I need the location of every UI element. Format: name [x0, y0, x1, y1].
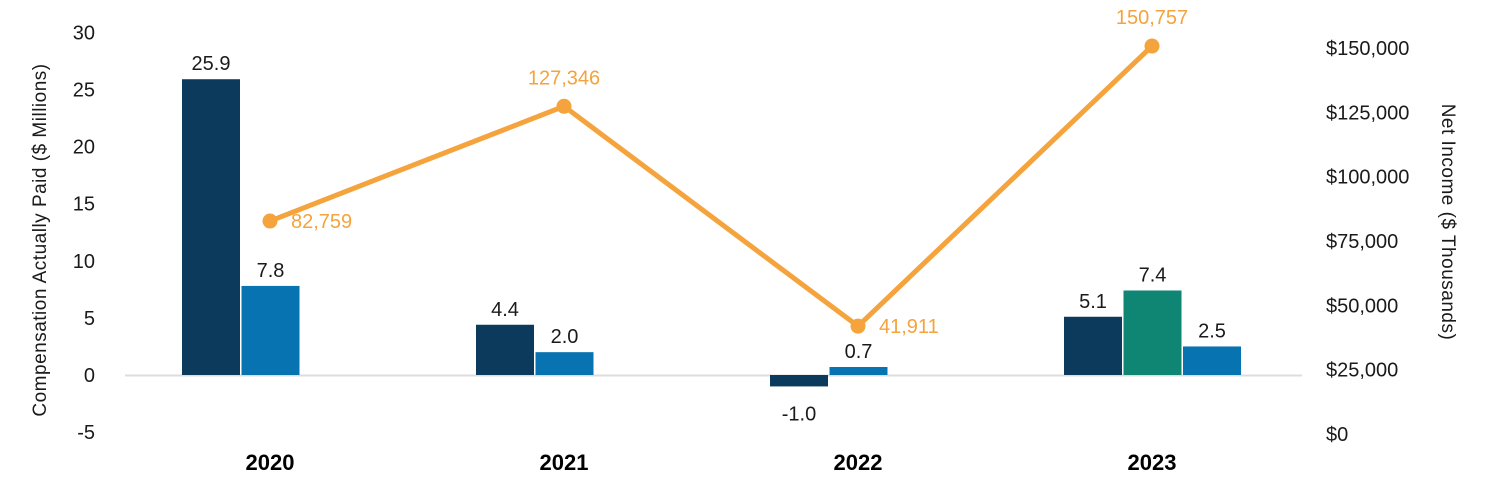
left-axis-tick: -5: [77, 422, 95, 444]
left-axis-tick: 30: [73, 22, 95, 44]
bar-value-label: 4.4: [491, 299, 519, 321]
net-income-point-2023: [1144, 38, 1160, 54]
bar-value-label: 5.1: [1079, 291, 1107, 313]
bar-cap-bar-navy-2020: [182, 79, 240, 376]
right-axis-tick: $25,000: [1326, 360, 1398, 382]
left-axis-tick: 10: [73, 251, 95, 273]
right-axis-tick: $0: [1326, 424, 1348, 446]
net-income-point-2021: [556, 98, 572, 114]
bar-cap-bar-blue-2020: [241, 285, 300, 375]
left-axis-title: Compensation Actually Paid ($ Millions): [30, 63, 51, 416]
bar-cap-bar-blue-2021: [535, 352, 594, 375]
bar-cap-bar-blue-2022: [829, 367, 888, 375]
right-axis-tick: $75,000: [1326, 231, 1398, 253]
left-axis-tick: 15: [73, 194, 95, 216]
category-label-2020: 2020: [246, 450, 295, 475]
left-axis-tick: 5: [84, 308, 95, 330]
net-income-point-2022: [850, 318, 866, 334]
left-axis-tick: 25: [73, 80, 95, 102]
net-income-value-label: 41,911: [879, 316, 939, 338]
net-income-value-label: 82,759: [291, 211, 352, 233]
right-axis-tick: $150,000: [1326, 38, 1409, 60]
category-label-2023: 2023: [1128, 450, 1177, 475]
category-label-2022: 2022: [834, 450, 883, 475]
net-income-value-label: 150,757: [1116, 7, 1188, 29]
plot-area: 30 25 20 15 10 5 0 -5 $150,000 $125,000 $100,000 $7…: [73, 7, 1410, 475]
bar-value-label: 0.7: [845, 341, 873, 363]
bar-cap-bar-blue-2023: [1183, 346, 1241, 375]
right-axis-tick: $50,000: [1326, 295, 1398, 317]
category-label-2021: 2021: [540, 450, 589, 475]
bar-value-label: 2.5: [1198, 320, 1226, 342]
right-axis-tick: $125,000: [1326, 102, 1409, 124]
net-income-point-2020: [262, 213, 278, 229]
left-axis-tick: 20: [73, 137, 95, 159]
net-income-value-label: 127,346: [528, 67, 600, 89]
bar-value-label: -1.0: [782, 403, 816, 425]
right-axis-title: Net Income ($ Thousands): [1437, 104, 1458, 341]
left-axis-tick: 0: [84, 365, 95, 387]
bar-value-label: 25.9: [192, 53, 231, 75]
bar-value-label: 7.4: [1139, 264, 1167, 286]
net-income-line: [267, 43, 1155, 329]
bar-cap-bar-navy-2022: [770, 375, 828, 387]
bar-cap-bar-navy-2023: [1064, 316, 1122, 375]
right-axis-tick: $100,000: [1326, 167, 1409, 189]
bar-value-label: 7.8: [257, 260, 285, 282]
bar-cap-bar-teal-2023: [1123, 290, 1182, 375]
bar-cap-bar-navy-2021: [476, 324, 534, 375]
bar-value-label: 2.0: [551, 326, 579, 348]
